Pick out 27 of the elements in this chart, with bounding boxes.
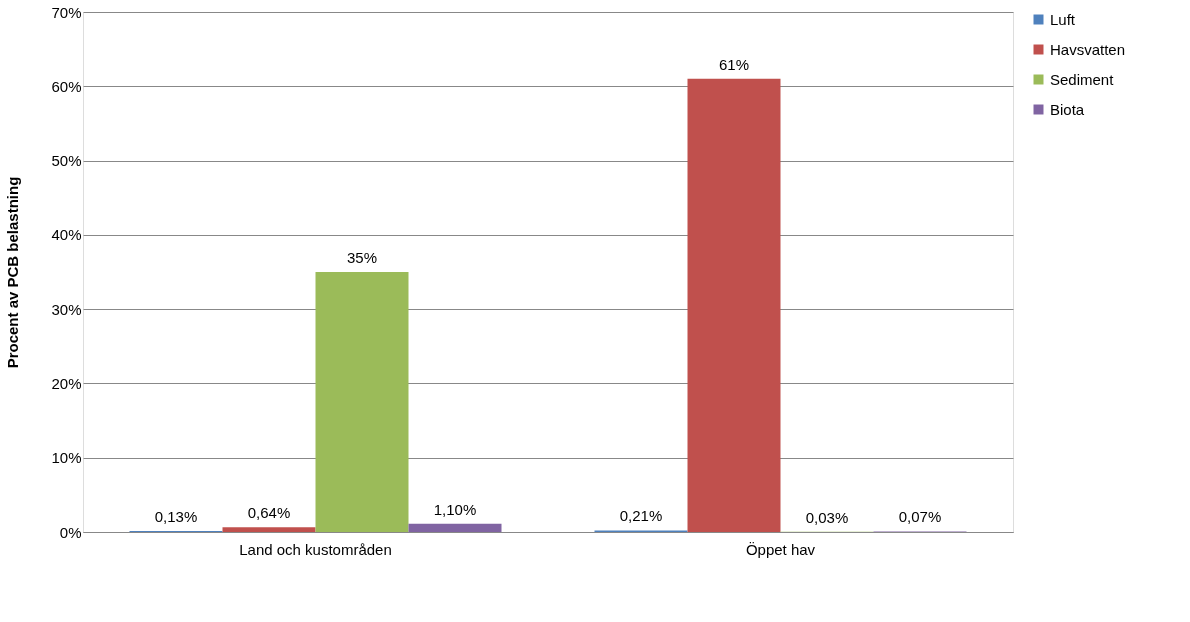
y-tick-label: 10% xyxy=(51,449,82,467)
data-label: 1,10% xyxy=(433,500,477,518)
y-tick-label: 0% xyxy=(59,523,82,541)
data-label: 0,13% xyxy=(154,508,198,526)
y-tick-label: 30% xyxy=(51,300,82,318)
legend-label: Biota xyxy=(1050,100,1085,118)
y-tick-label: 60% xyxy=(51,77,82,95)
bar xyxy=(222,527,316,532)
y-tick-label: 50% xyxy=(51,152,82,170)
data-label: 0,07% xyxy=(898,508,942,526)
bar xyxy=(408,523,502,532)
x-tick-label: Öppet hav xyxy=(745,540,816,558)
y-axis-title: Procent av PCB belastning xyxy=(4,176,22,369)
y-tick-label: 70% xyxy=(51,3,82,21)
bar xyxy=(315,272,409,532)
legend-label: Sediment xyxy=(1050,70,1115,88)
data-label: 0,03% xyxy=(805,508,849,526)
data-label: 35% xyxy=(346,249,378,266)
bar xyxy=(687,78,781,532)
data-label: 0,21% xyxy=(619,507,663,525)
data-label: 61% xyxy=(718,55,750,73)
legend-label: Luft xyxy=(1050,10,1076,28)
y-tick-label: 20% xyxy=(51,374,82,392)
legend-label: Havsvatten xyxy=(1050,40,1126,58)
y-tick-label: 40% xyxy=(51,226,82,244)
x-tick-label: Land och kustområden xyxy=(239,540,392,558)
data-label: 0,64% xyxy=(247,504,291,522)
